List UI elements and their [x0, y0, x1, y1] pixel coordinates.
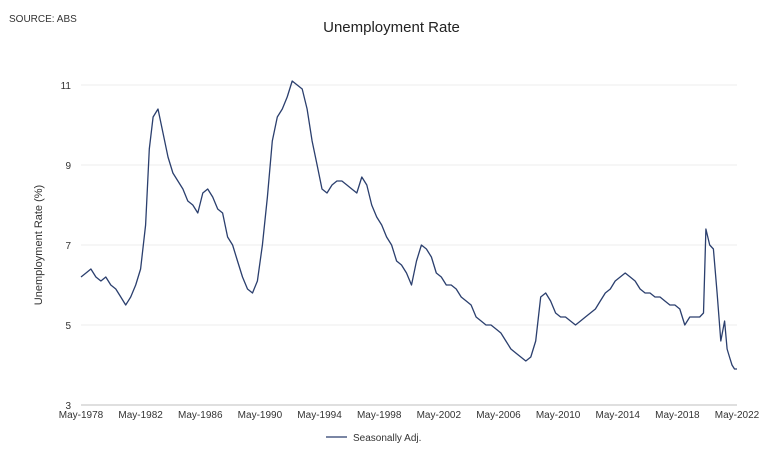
legend: Seasonally Adj. [326, 433, 421, 444]
chart-title: Unemployment Rate [323, 19, 460, 36]
x-tick-label: May-2022 [715, 410, 760, 421]
y-tick-label: 3 [65, 401, 71, 412]
y-axis-label: Unemployment Rate (%) [33, 185, 45, 305]
x-tick-label: May-1998 [357, 410, 402, 421]
x-tick-label: May-1978 [59, 410, 104, 421]
x-tick-label: May-1982 [118, 410, 163, 421]
x-tick-label: May-2002 [417, 410, 462, 421]
x-tick-label: May-2018 [655, 410, 700, 421]
x-tick-label: May-2014 [595, 410, 640, 421]
x-tick-label: May-1994 [297, 410, 342, 421]
y-tick-label: 5 [65, 321, 71, 332]
x-tick-label: May-1990 [238, 410, 283, 421]
y-tick-label: 7 [65, 241, 71, 252]
y-tick-label: 9 [65, 161, 71, 172]
series-line-seasonally-adjusted [80, 80, 737, 370]
x-tick-label: May-2006 [476, 410, 521, 421]
x-tick-label: May-2010 [536, 410, 581, 421]
x-tick-label: May-1986 [178, 410, 223, 421]
y-tick-label: 11 [61, 81, 72, 92]
legend-label: Seasonally Adj. [353, 433, 421, 444]
source-note: SOURCE: ABS [9, 14, 77, 25]
